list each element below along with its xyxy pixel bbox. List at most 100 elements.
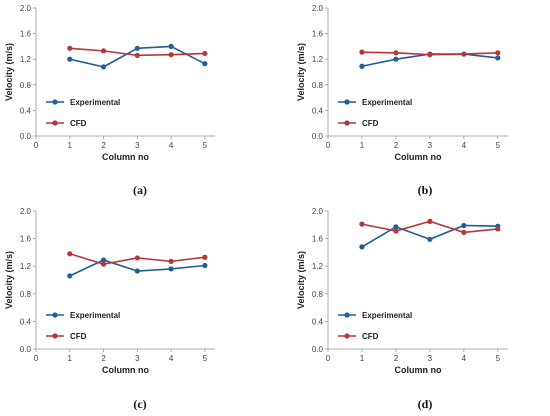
y-tick-label: 1.2: [20, 262, 32, 271]
x-tick-label: 3: [135, 141, 140, 150]
y-tick-label: 1.2: [312, 55, 324, 64]
data-point-cfd: [359, 221, 365, 227]
y-axis-title: Velocity (m/s): [296, 251, 306, 309]
data-point-experimental: [393, 56, 399, 62]
data-point-cfd: [461, 51, 467, 57]
y-tick-label: 1.6: [312, 235, 324, 244]
data-point-experimental: [168, 266, 174, 272]
legend-swatch-marker: [52, 312, 58, 318]
x-tick-label: 1: [68, 354, 73, 363]
y-tick-label: 0.8: [20, 81, 32, 90]
data-point-experimental: [202, 61, 208, 67]
y-tick-label: 2.0: [312, 207, 324, 216]
chart-panel-a: 0.0 0.4 0.8 1.2 1.6 2.0 0 1 2 3 4 5 Column no Velocit…: [4, 4, 215, 197]
x-tick-label: 5: [203, 354, 208, 363]
x-tick-label: 3: [428, 354, 433, 363]
x-tick-label: 2: [101, 354, 106, 363]
data-point-cfd: [67, 45, 73, 51]
x-tick-label: 0: [34, 141, 39, 150]
panel-label: (d): [418, 397, 433, 411]
y-axis-title: Velocity (m/s): [296, 43, 306, 101]
x-tick-label: 5: [496, 354, 501, 363]
y-tick-label: 1.2: [312, 262, 324, 271]
data-point-experimental: [168, 43, 174, 50]
chart-panel-b: 0.0 0.4 0.8 1.2 1.6 2.0 0 1 2 3 4 5 Column no Velocit…: [296, 4, 508, 197]
y-tick-label: 1.6: [312, 30, 324, 39]
data-point-cfd: [168, 52, 174, 58]
x-axis-title: Column no: [102, 152, 149, 162]
y-tick-label: 0.4: [20, 106, 32, 115]
legend-label: Experimental: [70, 311, 120, 320]
y-tick-label: 0.8: [20, 290, 32, 299]
y-tick-label: 0.0: [20, 345, 32, 354]
y-axis-title: Velocity (m/s): [4, 251, 14, 309]
x-tick-label: 1: [360, 354, 365, 363]
data-point-cfd: [67, 251, 73, 257]
legend-swatch-marker: [344, 312, 350, 318]
data-point-experimental: [100, 257, 107, 263]
data-point-cfd: [100, 261, 107, 267]
x-tick-label: 2: [394, 141, 399, 150]
data-point-cfd: [134, 255, 140, 261]
data-point-cfd: [495, 50, 501, 56]
x-tick-label: 2: [101, 141, 106, 150]
x-tick-label: 0: [326, 354, 331, 363]
chart-panel-d: 0.0 0.4 0.8 1.2 1.6 2.0 0 1 2 3 4 5 Column no Velocit…: [296, 207, 508, 411]
legend-label: CFD: [362, 332, 379, 341]
data-point-cfd: [427, 218, 433, 224]
x-tick-label: 4: [462, 141, 467, 150]
data-point-experimental: [427, 236, 433, 242]
x-axis-title: Column no: [395, 152, 442, 162]
x-tick-label: 4: [169, 141, 174, 150]
panel-label: (a): [133, 183, 147, 197]
data-point-cfd: [393, 50, 399, 56]
x-tick-label: 4: [169, 354, 174, 363]
x-tick-label: 4: [462, 354, 467, 363]
y-tick-label: 0.0: [312, 345, 324, 354]
data-point-experimental: [134, 45, 140, 51]
data-point-cfd: [202, 254, 208, 260]
legend-label: Experimental: [70, 98, 120, 107]
data-point-experimental: [67, 273, 73, 279]
panel-label: (b): [418, 183, 433, 197]
x-axis-title: Column no: [102, 365, 149, 375]
x-tick-label: 1: [360, 141, 365, 150]
y-tick-label: 2.0: [20, 207, 32, 216]
x-tick-label: 0: [326, 141, 331, 150]
legend-swatch-marker: [344, 333, 350, 339]
x-tick-label: 3: [428, 141, 433, 150]
data-point-cfd: [393, 228, 399, 234]
data-point-experimental: [100, 64, 107, 70]
y-tick-label: 0.8: [312, 81, 324, 90]
legend-label: CFD: [362, 119, 379, 128]
x-tick-label: 0: [34, 354, 39, 363]
data-point-cfd: [202, 50, 208, 57]
legend-label: Experimental: [362, 311, 412, 320]
y-tick-label: 2.0: [20, 4, 32, 13]
data-point-cfd: [495, 226, 501, 232]
data-point-experimental: [202, 262, 208, 269]
y-tick-label: 0.8: [312, 290, 324, 299]
data-point-experimental: [393, 224, 399, 230]
legend-label: CFD: [70, 332, 87, 341]
chart-panel-c: 0.0 0.4 0.8 1.2 1.6 2.0 0 1 2 3 4 5 Column no Velocit…: [4, 207, 215, 411]
data-point-experimental: [134, 268, 140, 274]
data-point-experimental: [495, 55, 501, 61]
y-tick-label: 0.4: [312, 317, 324, 326]
data-point-cfd: [168, 258, 174, 264]
y-tick-label: 0.0: [312, 132, 324, 141]
x-tick-label: 2: [394, 354, 399, 363]
data-point-experimental: [461, 222, 467, 229]
legend-swatch-marker: [344, 120, 350, 126]
y-tick-label: 1.6: [20, 30, 32, 39]
x-tick-label: 5: [203, 141, 208, 150]
legend-swatch-marker: [52, 333, 58, 339]
data-point-cfd: [359, 49, 365, 55]
data-point-cfd: [134, 52, 140, 58]
y-axis-title: Velocity (m/s): [4, 43, 14, 101]
y-tick-label: 2.0: [312, 4, 324, 13]
x-tick-label: 3: [135, 354, 140, 363]
y-tick-label: 1.6: [20, 235, 32, 244]
legend-label: Experimental: [362, 98, 412, 107]
